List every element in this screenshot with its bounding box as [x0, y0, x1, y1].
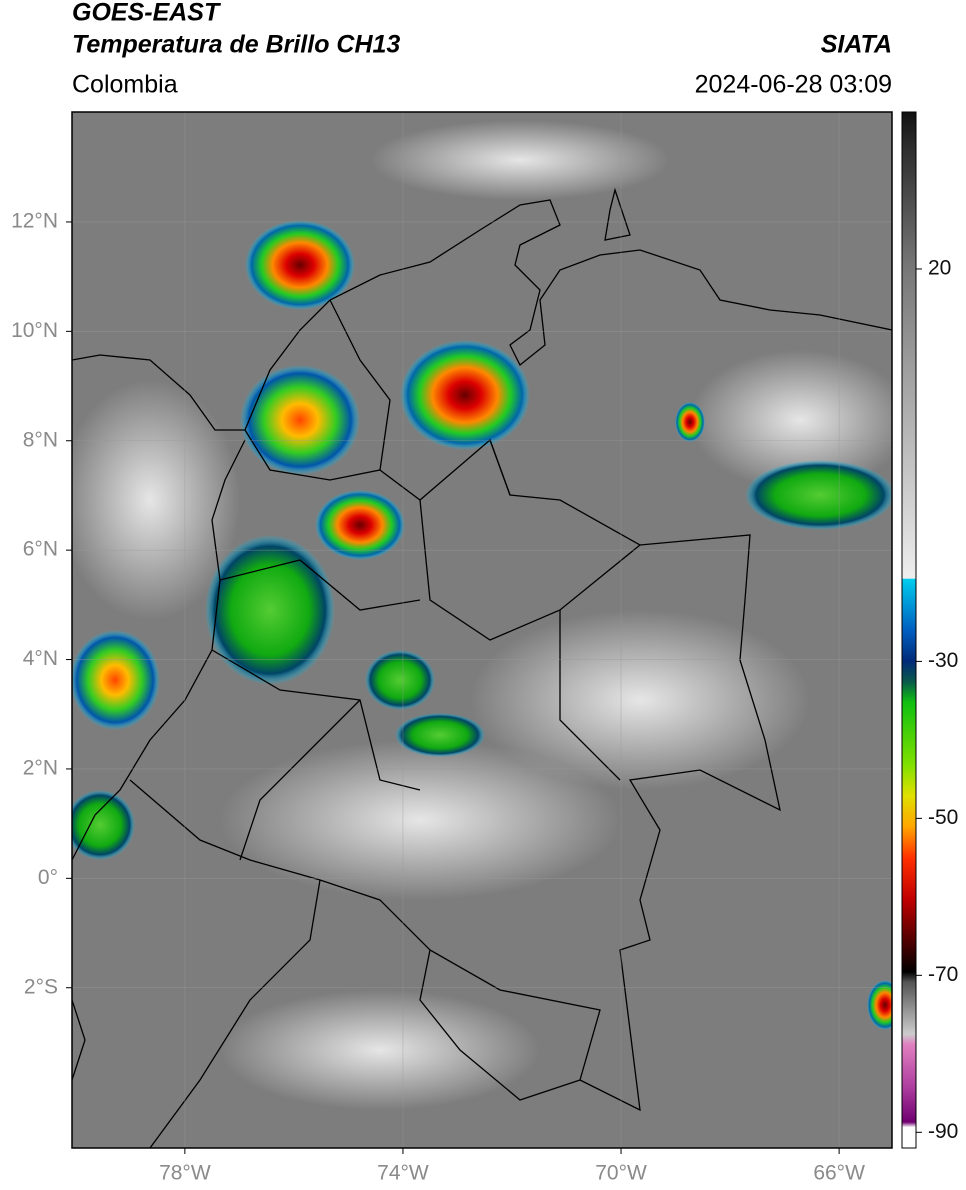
region: Colombia: [72, 71, 178, 99]
colorbar-tick-label: 20: [928, 257, 951, 280]
colorbar-tick-label: -50: [928, 806, 958, 829]
lat-tick-label: 0°: [38, 866, 58, 889]
lat-tick-label: 2°N: [23, 756, 58, 779]
subtitle: Temperatura de Brillo CH13: [72, 31, 400, 59]
lat-tick-label: 4°N: [23, 647, 58, 670]
lon-tick-label: 70°W: [595, 1162, 647, 1185]
lat-tick-label: 6°N: [23, 538, 58, 561]
lon-tick-label: 78°W: [159, 1162, 211, 1185]
lon-tick-label: 66°W: [813, 1162, 865, 1185]
map-frame: [71, 111, 893, 1149]
lon-tick-label: 74°W: [377, 1162, 429, 1185]
grid: [72, 112, 892, 1148]
lat-tick-label: 12°N: [11, 209, 58, 232]
lat-tick-label: 8°N: [23, 428, 58, 451]
lat-tick-label: 2°S: [24, 975, 58, 998]
lat-tick-label: 10°N: [11, 319, 58, 342]
colorbar-tick-label: -70: [928, 963, 958, 986]
source: SIATA: [821, 31, 892, 59]
satellite-image: [72, 112, 892, 1148]
title: GOES-EAST: [72, 0, 222, 27]
datetime: 2024-06-28 03:09: [695, 71, 892, 99]
colorbar-tick-label: -90: [928, 1120, 958, 1143]
colorbar: [901, 111, 917, 1149]
colorbar-tick-label: -30: [928, 649, 958, 672]
